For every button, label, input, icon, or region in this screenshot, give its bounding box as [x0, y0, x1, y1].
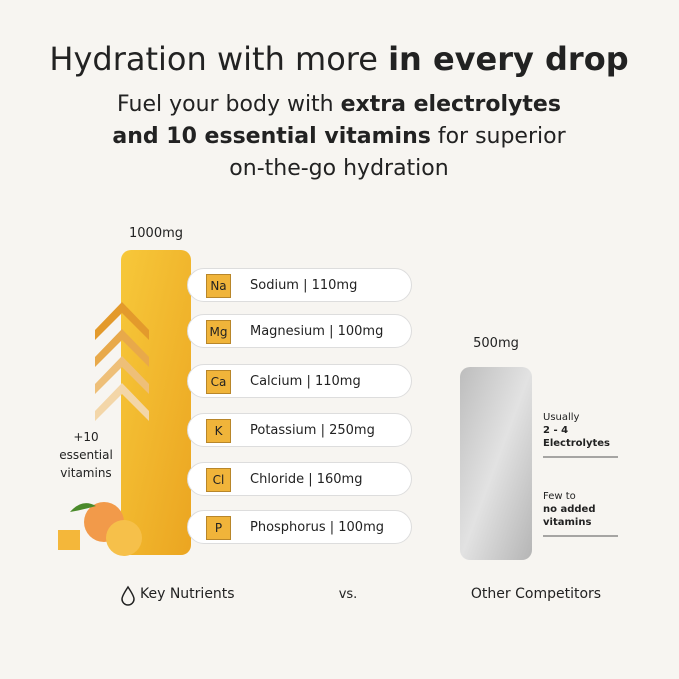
- symbol: K: [206, 419, 231, 443]
- nutrient-label: Potassium | 250mg: [250, 423, 375, 438]
- drop-icon: [121, 585, 135, 606]
- text: in every drop: [388, 40, 629, 78]
- text: Hydration with more: [49, 40, 378, 78]
- text: vitamins: [60, 466, 112, 480]
- nutrient-label: Phosphorus | 100mg: [250, 520, 384, 535]
- text: essential: [59, 448, 113, 462]
- text: no added: [543, 504, 596, 515]
- vitamins-note: +10 essential vitamins: [59, 428, 113, 482]
- note: Usually 2 - 4 Electrolytes: [543, 411, 610, 450]
- symbol: Na: [206, 274, 231, 298]
- nutrient-pill: Cl Chloride | 160mg: [187, 462, 412, 496]
- nutrient-pill: Na Sodium | 110mg: [187, 268, 412, 302]
- text: Electrolytes: [543, 438, 611, 449]
- text: Usually: [543, 412, 580, 423]
- nutrient-pill: K Potassium | 250mg: [187, 413, 412, 447]
- text: on-the-go hydration: [229, 156, 449, 181]
- text: Fuel your body with: [117, 92, 334, 117]
- text: extra electrolytes: [340, 92, 561, 117]
- vs-label: vs.: [338, 587, 358, 602]
- symbol: Cl: [206, 468, 231, 492]
- fruit: [58, 502, 142, 556]
- text: 2 - 4: [543, 425, 569, 436]
- amount: 1000mg: [129, 226, 183, 241]
- text: for superior: [437, 124, 566, 149]
- text: +10: [73, 430, 99, 444]
- text: vitamins: [543, 517, 592, 528]
- nutrient-pill: Mg Magnesium | 100mg: [187, 314, 412, 348]
- nutrient-label: Magnesium | 100mg: [250, 324, 384, 339]
- symbol: Ca: [206, 370, 231, 394]
- text: and 10 essential vitamins: [112, 124, 431, 149]
- title: Hydration with more in every drop: [49, 40, 628, 78]
- caption: Key Nutrients: [140, 586, 235, 602]
- text: Few to: [543, 491, 576, 502]
- chevrons: [95, 302, 149, 421]
- symbol: Mg: [206, 320, 231, 344]
- amount: 500mg: [473, 336, 519, 351]
- caption: Other Competitors: [470, 586, 602, 602]
- subtitle-line: and 10 essential vitamins for superior: [112, 124, 565, 149]
- nutrient-label: Sodium | 110mg: [250, 278, 358, 293]
- symbol: P: [206, 516, 231, 540]
- gray-bar: [460, 367, 532, 560]
- nutrient-pill: Ca Calcium | 110mg: [187, 364, 412, 398]
- note: Few to no added vitamins: [543, 490, 595, 529]
- subtitle-line: on-the-go hydration: [229, 156, 448, 181]
- nutrient-pill: P Phosphorus | 100mg: [187, 510, 412, 544]
- nutrient-label: Chloride | 160mg: [250, 472, 363, 487]
- nutrient-label: Calcium | 110mg: [250, 374, 361, 389]
- subtitle-line: Fuel your body with extra electrolytes: [117, 92, 561, 117]
